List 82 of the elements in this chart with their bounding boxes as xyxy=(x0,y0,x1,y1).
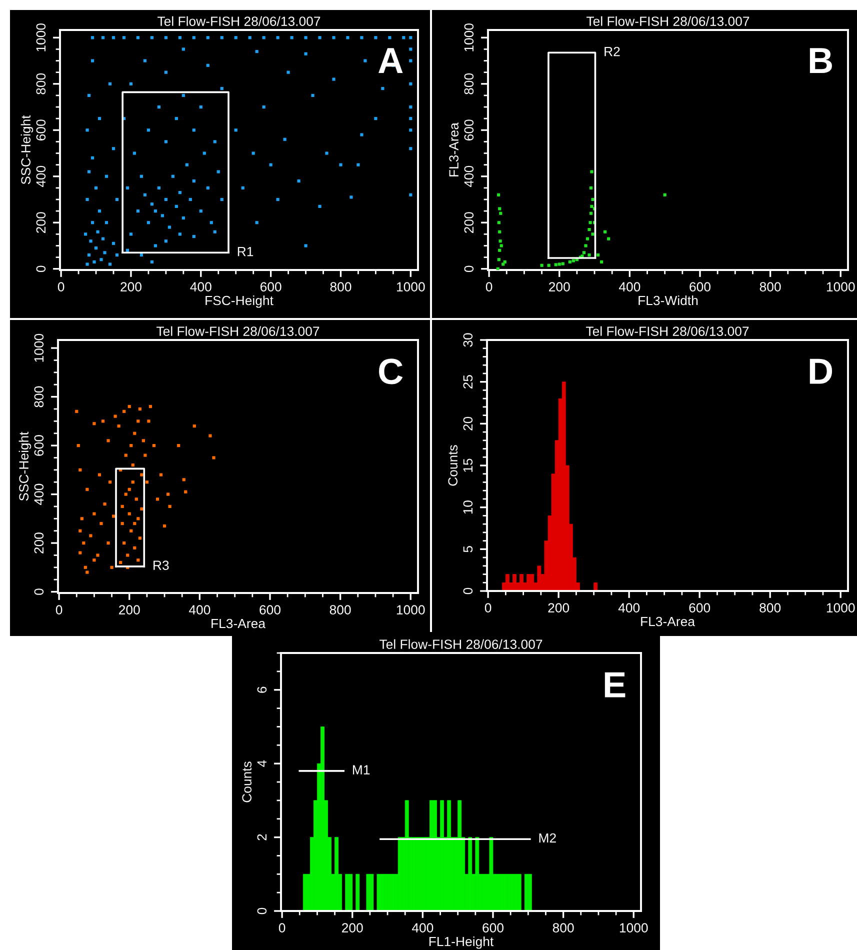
y-tick-label: 20 xyxy=(463,416,473,430)
x-axis-title: FL3-Width xyxy=(638,295,698,306)
y-tick-label: 600 xyxy=(36,120,46,140)
y-tick-label: 0 xyxy=(463,588,473,594)
x-tick-label: 600 xyxy=(689,603,710,612)
x-tick-label: 200 xyxy=(119,605,140,614)
y-tick-label: 30 xyxy=(463,333,473,347)
y-tick-label: 200 xyxy=(464,212,474,233)
y-axis-title: SSC-Height xyxy=(18,432,32,501)
x-tick-label: 400 xyxy=(190,282,212,292)
y-tick-label: 800 xyxy=(464,73,474,94)
x-tick-label: 800 xyxy=(330,605,351,614)
x-tick-label: 600 xyxy=(482,923,504,932)
y-axis-title: SSC-Height xyxy=(20,115,34,184)
y-axis-title: FL3-Area xyxy=(449,122,459,176)
chart-title: Tel Flow-FISH 28/06/13.007 xyxy=(380,639,542,649)
y-tick-label: 800 xyxy=(34,386,44,408)
chart-title: Tel Flow-FISH 28/06/13.007 xyxy=(586,326,749,336)
y-axis-title: Counts xyxy=(448,445,458,486)
annotation: R3 xyxy=(154,560,169,570)
x-tick-label: 1000 xyxy=(396,282,425,292)
y-tick-label: 200 xyxy=(36,212,46,233)
annotation: M1 xyxy=(352,765,370,774)
y-tick-label: 600 xyxy=(464,120,474,140)
y-tick-label: 400 xyxy=(36,166,46,188)
y-tick-label: 0 xyxy=(257,908,267,914)
x-tick-label: 400 xyxy=(618,282,640,292)
x-tick-label: 1000 xyxy=(620,923,648,932)
y-tick-label: 1000 xyxy=(36,23,46,52)
x-tick-label: 0 xyxy=(58,282,64,292)
x-tick-label: 1000 xyxy=(826,603,855,612)
annotation: R2 xyxy=(604,46,620,56)
y-tick-label: 6 xyxy=(257,686,267,693)
y-tick-label: 2 xyxy=(257,834,266,840)
x-tick-label: 600 xyxy=(690,282,710,292)
y-tick-label: 400 xyxy=(464,166,474,188)
x-axis-title: FL3-Area xyxy=(641,616,695,626)
x-tick-label: 0 xyxy=(278,923,286,932)
x-axis-title: FSC-Height xyxy=(206,295,274,308)
x-tick-label: 200 xyxy=(342,923,363,932)
x-axis-title: FL3-Area xyxy=(212,618,266,628)
x-tick-label: 0 xyxy=(56,605,62,614)
y-tick-label: 25 xyxy=(463,375,473,389)
x-tick-label: 800 xyxy=(760,603,781,612)
x-tick-label: 400 xyxy=(188,605,210,614)
y-tick-label: 5 xyxy=(463,546,473,552)
y-tick-label: 0 xyxy=(34,588,44,595)
y-tick-label: 10 xyxy=(463,500,473,514)
annotation: C xyxy=(379,358,403,384)
y-tick-label: 4 xyxy=(257,760,266,767)
x-tick-label: 400 xyxy=(618,603,640,612)
x-tick-label: 200 xyxy=(549,282,570,292)
x-tick-label: 1000 xyxy=(826,282,855,292)
chart-title: Tel Flow-FISH 28/06/13.007 xyxy=(586,16,750,26)
x-tick-label: 800 xyxy=(330,282,352,292)
annotation: M2 xyxy=(539,833,556,843)
x-tick-label: 200 xyxy=(548,603,570,612)
y-tick-label: 0 xyxy=(36,266,46,272)
x-tick-label: 800 xyxy=(760,282,781,292)
y-axis-title: Counts xyxy=(242,762,252,802)
x-tick-label: 0 xyxy=(486,282,492,292)
x-axis-title: FL1-Height xyxy=(429,936,494,949)
chart-title: Tel Flow-FISH 28/06/13.007 xyxy=(156,326,320,336)
y-tick-label: 400 xyxy=(34,484,44,505)
y-tick-label: 1000 xyxy=(464,23,474,52)
annotation: D xyxy=(810,358,832,384)
y-tick-label: 1000 xyxy=(34,334,44,362)
x-tick-label: 1000 xyxy=(396,605,425,614)
y-tick-label: 800 xyxy=(36,73,46,94)
annotation: A xyxy=(378,48,403,73)
x-tick-label: 800 xyxy=(552,923,574,932)
y-tick-label: 200 xyxy=(34,532,44,554)
annotation: R1 xyxy=(238,246,254,256)
chart-title: Tel Flow-FISH 28/06/13.007 xyxy=(158,16,320,26)
x-tick-label: 200 xyxy=(120,282,142,292)
y-tick-label: 15 xyxy=(463,458,473,472)
annotation: B xyxy=(810,48,832,73)
x-tick-label: 400 xyxy=(412,923,434,932)
y-tick-label: 0 xyxy=(464,266,474,272)
x-tick-label: 0 xyxy=(484,603,492,612)
annotation: E xyxy=(604,672,626,698)
y-tick-label: 600 xyxy=(34,435,44,456)
